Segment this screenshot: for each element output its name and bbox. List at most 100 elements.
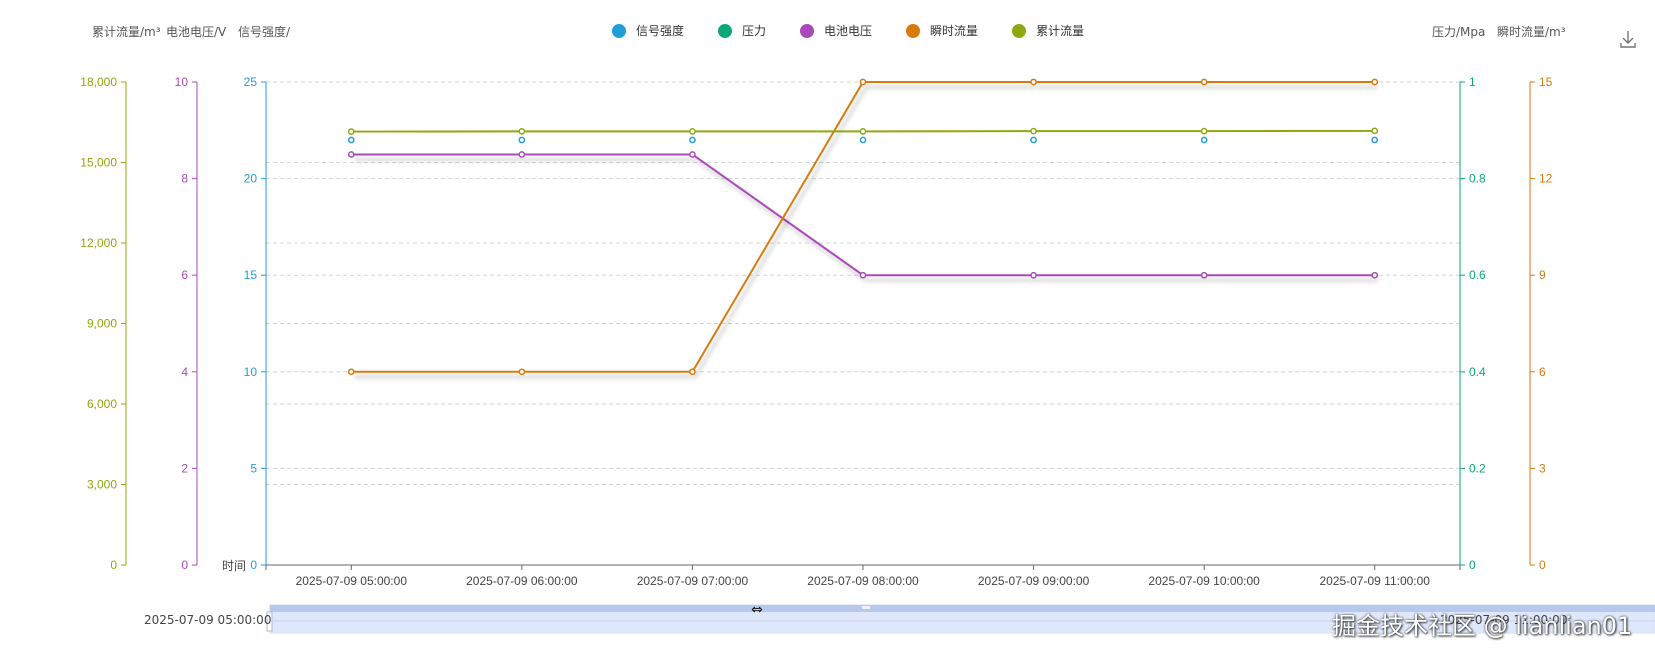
download-icon[interactable] <box>1618 28 1638 50</box>
legend-label-pressure: 压力 <box>742 24 767 38</box>
legend-label-instant: 瞬时流量 <box>930 24 979 38</box>
data-point-4[interactable] <box>1030 127 1037 135</box>
data-point-4[interactable] <box>689 128 696 135</box>
data-point-0[interactable] <box>1200 136 1208 144</box>
y-tick-label-pressure: 0.8 <box>1469 172 1486 186</box>
data-point-2[interactable] <box>1371 271 1379 279</box>
x-tick-label: 2025-07-09 05:00:00 <box>296 574 408 588</box>
data-point-3[interactable] <box>1371 78 1379 86</box>
datazoom-move-handle[interactable] <box>862 606 870 609</box>
watermark: 掘金技术社区 @ lianlian01 <box>1332 612 1633 640</box>
y-tick-label-cumulative: 18,000 <box>80 75 117 89</box>
data-point-4[interactable] <box>859 128 867 135</box>
legend-swatch-signal <box>612 23 626 38</box>
data-point-3[interactable] <box>1030 78 1037 86</box>
data-point-0[interactable] <box>347 136 355 144</box>
y-tick-label-signal: 0 <box>250 558 257 572</box>
y-tick-label-voltage: 2 <box>181 461 188 475</box>
data-point-4[interactable] <box>347 128 355 135</box>
y-tick-label-signal: 20 <box>244 172 258 186</box>
y-tick-label-voltage: 10 <box>175 75 189 89</box>
legend: 信号强度 压力 电池电压 瞬时流量 累计流量 <box>612 22 1118 39</box>
series-line-3 <box>351 81 1375 373</box>
datazoom-start-label: 2025-07-09 05:00:00 <box>144 613 272 627</box>
x-tick-label: 2025-07-09 09:00:00 <box>978 574 1090 588</box>
legend-label-signal: 信号强度 <box>636 24 685 38</box>
y-tick-label-pressure: 1 <box>1469 75 1476 89</box>
y-tick-label-signal: 5 <box>250 461 257 475</box>
datazoom-end-label: 2025-07-09 11:00:00 <box>1440 613 1568 627</box>
y-tick-label-pressure: 0.4 <box>1469 365 1486 379</box>
y-tick-label-voltage: 4 <box>181 365 188 379</box>
data-point-2[interactable] <box>1200 271 1208 279</box>
y-tick-label-cumulative: 9,000 <box>87 317 117 331</box>
y-tick-label-cumulative: 0 <box>110 558 117 572</box>
y-tick-label-instant: 6 <box>1539 365 1546 379</box>
y-tick-label-instant: 9 <box>1539 268 1546 282</box>
x-tick-label: 2025-07-09 10:00:00 <box>1148 574 1260 588</box>
x-tick-label: 2025-07-09 06:00:00 <box>466 574 578 588</box>
x-tick-label: 2025-07-09 07:00:00 <box>637 574 749 588</box>
y-tick-label-instant: 3 <box>1539 461 1546 475</box>
data-point-2[interactable] <box>1030 271 1037 279</box>
data-point-3[interactable] <box>347 368 355 376</box>
legend-swatch-pressure <box>718 23 733 38</box>
y-tick-label-pressure: 0.6 <box>1469 268 1486 282</box>
y-tick-label-cumulative: 3,000 <box>87 478 117 492</box>
axis-name-instant: 瞬时流量/m³ <box>1497 25 1566 39</box>
data-point-2[interactable] <box>347 151 355 158</box>
y-tick-label-cumulative: 15,000 <box>80 156 117 170</box>
datazoom-top-bar[interactable] <box>270 605 1655 612</box>
axis-name-pressure: 压力/Mpa <box>1432 25 1486 39</box>
x-tick-label: 2025-07-09 08:00:00 <box>807 574 919 588</box>
data-point-2[interactable] <box>689 151 696 158</box>
x-tick-label: 2025-07-09 11:00:00 <box>1319 574 1430 588</box>
y-tick-label-voltage: 0 <box>181 558 188 572</box>
data-point-4[interactable] <box>518 128 526 135</box>
y-tick-label-instant: 0 <box>1539 558 1546 572</box>
y-tick-label-cumulative: 6,000 <box>87 397 117 411</box>
data-point-2[interactable] <box>518 151 526 158</box>
y-tick-label-instant: 12 <box>1539 172 1553 186</box>
data-point-0[interactable] <box>1030 136 1037 144</box>
axis-name-voltage: 电池电压/V <box>166 25 227 39</box>
data-point-3[interactable] <box>689 368 696 376</box>
data-point-3[interactable] <box>518 368 526 376</box>
legend-item-voltage[interactable]: 电池电压 <box>800 22 872 39</box>
series-line-2 <box>351 153 1375 277</box>
data-point-0[interactable] <box>1371 136 1379 144</box>
data-point-2[interactable] <box>859 271 867 279</box>
data-point-0[interactable] <box>518 136 526 144</box>
y-tick-label-signal: 15 <box>244 268 258 282</box>
y-tick-label-signal: 10 <box>244 365 258 379</box>
y-tick-label-instant: 15 <box>1539 75 1553 89</box>
y-tick-label-voltage: 6 <box>181 268 188 282</box>
x-axis-name: 时间 <box>222 559 247 573</box>
y-tick-label-voltage: 8 <box>181 172 188 186</box>
y-tick-label-signal: 25 <box>244 75 258 89</box>
data-point-0[interactable] <box>689 136 696 144</box>
y-tick-label-cumulative: 12,000 <box>80 236 117 250</box>
data-point-4[interactable] <box>1371 127 1379 135</box>
legend-swatch-instant <box>906 23 921 38</box>
data-point-3[interactable] <box>859 78 867 86</box>
legend-item-pressure[interactable]: 压力 <box>718 22 766 39</box>
y-tick-label-pressure: 0.2 <box>1469 461 1486 475</box>
datazoom-window[interactable] <box>270 612 1655 633</box>
legend-swatch-cumulative <box>1012 23 1027 38</box>
move-cursor-icon: ⇔ <box>751 602 763 618</box>
data-point-3[interactable] <box>1200 78 1208 86</box>
axis-name-cumulative: 累计流量/m³ <box>92 25 161 39</box>
data-point-4[interactable] <box>1200 127 1208 135</box>
legend-swatch-voltage <box>800 23 815 38</box>
legend-label-voltage: 电池电压 <box>824 24 873 38</box>
data-point-0[interactable] <box>859 136 867 144</box>
legend-item-cumulative[interactable]: 累计流量 <box>1012 22 1084 39</box>
legend-item-signal[interactable]: 信号强度 <box>612 22 684 39</box>
axis-name-signal: 信号强度/ <box>238 25 291 39</box>
legend-label-cumulative: 累计流量 <box>1036 24 1085 38</box>
y-tick-label-pressure: 0 <box>1469 558 1476 572</box>
legend-item-instant[interactable]: 瞬时流量 <box>906 22 978 39</box>
